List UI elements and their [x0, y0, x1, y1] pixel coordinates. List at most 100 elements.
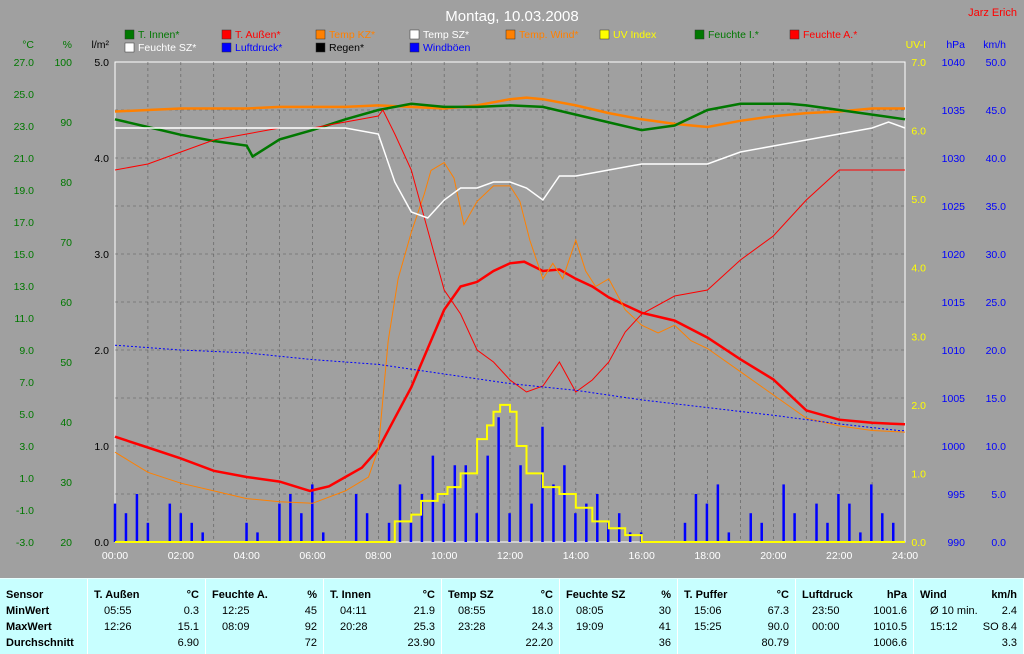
- stats-cell-value: km/h: [991, 589, 1017, 601]
- stats-column: T. Außen °C 05:55 0.3 12:26 15.1 6.90: [88, 579, 206, 654]
- legend-swatch: [124, 29, 135, 40]
- temp-axis-tick: -1.0: [16, 505, 34, 517]
- stats-cell-label: 15:25: [694, 621, 722, 633]
- time-axis-tick: 12:00: [497, 550, 523, 562]
- uv-axis-tick: 1.0: [911, 468, 926, 480]
- stats-cell-value: 23.90: [407, 637, 435, 649]
- stats-cell-value: °C: [540, 589, 553, 601]
- stats-column: Temp SZ °C 08:55 18.0 23:28 24.3 22.20: [442, 579, 560, 654]
- temp-axis-tick: 9.0: [19, 345, 34, 357]
- stats-cell-label: 08:05: [576, 605, 604, 617]
- stats-cell-value: 36: [658, 637, 671, 649]
- legend-label: T. Innen*: [138, 29, 179, 41]
- weather-chart: Montag, 10.03.2008 Jarz Erich T. Innen* T…: [13, 7, 1017, 562]
- temp-axis-unit: °C: [22, 39, 34, 51]
- stats-cell-label: 20:28: [340, 621, 368, 633]
- stats-cell-value: 90.0: [767, 621, 789, 633]
- stats-cell-label: 08:09: [222, 621, 250, 633]
- humidity-axis-tick: 80: [60, 177, 72, 189]
- stats-cell-label: 23:50: [812, 605, 840, 617]
- stats-cell-label: Feuchte SZ: [566, 589, 626, 601]
- legend-item: Windböen: [409, 42, 470, 54]
- legend-label: Regen*: [329, 42, 364, 54]
- stats-cell-value: 45: [304, 605, 317, 617]
- legend-item: Regen*: [315, 42, 364, 54]
- wind-axis-tick: 50.0: [986, 57, 1007, 69]
- pressure-axis-tick: 1015: [942, 297, 966, 309]
- stats-row-labels: Sensor MinWert MaxWert Durchschnitt: [0, 579, 88, 654]
- wind-axis-unit: km/h: [983, 39, 1006, 51]
- time-axis-tick: 00:00: [102, 550, 128, 562]
- temp-axis-tick: 11.0: [14, 313, 34, 325]
- stats-cell-value: 67.3: [767, 605, 789, 617]
- pressure-axis-tick: 990: [947, 537, 965, 549]
- stats-cell-label: Temp SZ: [448, 589, 494, 601]
- temp-axis-tick: 7.0: [19, 377, 34, 389]
- pressure-axis-tick: 1005: [942, 393, 966, 405]
- legend-label: Temp KZ*: [329, 29, 375, 41]
- wind-axis-tick: 20.0: [986, 345, 1007, 357]
- time-axis-tick: 20:00: [760, 550, 786, 562]
- wind-axis-tick: 35.0: [986, 201, 1007, 213]
- legend-swatch: [409, 29, 420, 40]
- humidity-axis-tick: 90: [60, 117, 72, 129]
- legend-swatch: [315, 42, 326, 53]
- stats-cell-label: Feuchte A.: [212, 589, 268, 601]
- pressure-axis-tick: 1025: [942, 201, 966, 213]
- rain-axis-tick: 5.0: [94, 57, 109, 69]
- legend-swatch: [694, 29, 705, 40]
- time-axis-tick: 02:00: [168, 550, 194, 562]
- rain-axis-unit: l/m²: [92, 39, 110, 51]
- stats-cell-label: 05:55: [104, 605, 132, 617]
- uv-axis-tick: 7.0: [911, 57, 926, 69]
- wind-axis-tick: 0.0: [991, 537, 1006, 549]
- stats-cell-value: 22.20: [525, 637, 553, 649]
- series-line-temp-kz: [114, 96, 905, 129]
- uv-axis-unit: UV-I: [906, 39, 926, 51]
- stats-label-avg: Durchschnitt: [6, 637, 74, 649]
- stats-cell-value: 6.90: [177, 637, 199, 649]
- temp-axis-tick: 5.0: [19, 409, 34, 421]
- time-axis-tick: 14:00: [563, 550, 589, 562]
- pressure-axis-tick: 1035: [942, 105, 966, 117]
- legend-swatch: [124, 42, 135, 53]
- humidity-axis-tick: 50: [60, 357, 72, 369]
- series-line-temp-wind: [114, 161, 906, 504]
- stats-cell-label: 15:06: [694, 605, 722, 617]
- wind-axis-tick: 15.0: [986, 393, 1007, 405]
- stats-cell-value: %: [661, 589, 671, 601]
- legend-swatch: [315, 29, 326, 40]
- humidity-axis-tick: 40: [60, 417, 72, 429]
- uv-axis-tick: 0.0: [911, 537, 926, 549]
- stats-cell-label: T. Innen: [330, 589, 371, 601]
- temp-axis-tick: 21.0: [14, 153, 35, 165]
- statistics-panel: Sensor MinWert MaxWert Durchschnitt T. A…: [0, 578, 1024, 654]
- stats-cell-value: 21.9: [413, 605, 435, 617]
- stats-column: T. Puffer °C 15:06 67.3 15:25 90.0 80.79: [678, 579, 796, 654]
- humidity-axis-tick: 30: [60, 477, 72, 489]
- stats-label-max: MaxWert: [6, 621, 52, 633]
- stats-cell-value: 92: [304, 621, 317, 633]
- temp-axis-tick: 23.0: [14, 121, 35, 133]
- stats-cell-value: 1006.6: [873, 637, 907, 649]
- temp-axis-tick: 3.0: [19, 441, 34, 453]
- stats-cell-value: 0.3: [183, 605, 199, 617]
- legend-item: Temp. Wind*: [505, 29, 579, 41]
- uv-axis-tick: 6.0: [911, 126, 926, 138]
- stats-cell-value: 24.3: [531, 621, 553, 633]
- rain-axis-tick: 4.0: [94, 153, 109, 165]
- stats-cell-label: T. Außen: [94, 589, 140, 601]
- pressure-axis-tick: 1000: [942, 441, 966, 453]
- stats-column: Luftdruck hPa 23:50 1001.6 00:00 1010.5 1006.6: [796, 579, 914, 654]
- time-axis-tick: 24:00: [892, 550, 918, 562]
- series-line-t-innen: [114, 102, 906, 159]
- stats-cell-label: 15:12: [930, 621, 958, 633]
- time-axis-tick: 16:00: [629, 550, 655, 562]
- legend-swatch: [599, 29, 610, 40]
- legend-item: Feuchte I.*: [694, 29, 759, 41]
- stats-cell-value: °C: [186, 589, 199, 601]
- legend-label: UV Index: [613, 29, 657, 41]
- stats-cell-value: 30: [658, 605, 671, 617]
- stats-label-sensor: Sensor: [6, 589, 44, 601]
- stats-cell-label: Ø 10 min.: [930, 605, 978, 617]
